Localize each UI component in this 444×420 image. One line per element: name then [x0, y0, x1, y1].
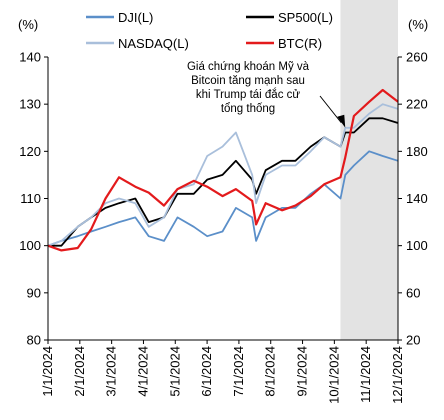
- right-tick-label: 20: [406, 333, 420, 348]
- x-tick-label: 3/1/2024: [104, 346, 119, 397]
- legend-label-2: NASDAQ(L): [118, 36, 189, 51]
- annotation-line-1: Bitcoin tăng mạnh sau: [191, 75, 305, 87]
- right-tick-label: 140: [406, 191, 428, 206]
- x-tick-label: 10/1/2024: [326, 346, 341, 404]
- x-tick-label: 11/1/2024: [358, 346, 373, 403]
- left-axis-label: (%): [18, 17, 38, 32]
- right-tick-label: 220: [406, 97, 428, 112]
- annotation-arrow-line: [319, 95, 342, 124]
- x-tick-label: 5/1/2024: [167, 346, 182, 397]
- annotation-arrow-head: [337, 114, 346, 128]
- x-tick-label: 2/1/2024: [72, 346, 87, 397]
- x-tick-label: 12/1/2024: [390, 346, 405, 404]
- series-line-2: [47, 103, 399, 247]
- right-axis-label: (%): [408, 17, 428, 32]
- x-axis: 1/1/2024 2/1/2024 3/1/2024 4/1/2024 5/1/2024…: [40, 340, 405, 404]
- legend-label-0: DJI(L): [118, 10, 153, 25]
- left-tick-label: 140: [19, 50, 41, 65]
- right-tick-label: 60: [406, 285, 420, 300]
- series-layer: [47, 88, 399, 252]
- x-tick-label: 6/1/2024: [199, 346, 214, 397]
- x-tick-label: 7/1/2024: [231, 346, 246, 397]
- x-tick-label: 4/1/2024: [135, 346, 150, 397]
- left-tick-label: 110: [20, 191, 41, 206]
- left-axis: 80 90 100 110 120 130 140: [19, 50, 48, 348]
- legend-label-3: BTC(R): [278, 36, 322, 51]
- series-line-0: [47, 150, 399, 247]
- right-tick-label: 260: [406, 50, 428, 65]
- left-tick-label: 100: [19, 238, 41, 253]
- annotation-line-2: khi Trump tái đắc cử: [196, 88, 301, 101]
- annotation: Giá chứng khoán Mỹ và Bitcoin tăng mạnh s…: [187, 61, 346, 128]
- legend: DJI(L) SP500(L) NASDAQ(L) BTC(R): [86, 10, 333, 51]
- left-tick-label: 130: [19, 97, 41, 112]
- right-axis: 20 60 100 140 180 220 260: [398, 50, 428, 348]
- x-tick-label: 9/1/2024: [295, 346, 310, 397]
- legend-label-1: SP500(L): [278, 10, 333, 25]
- right-tick-label: 100: [406, 238, 428, 253]
- left-tick-label: 90: [27, 285, 41, 300]
- x-tick-label: 1/1/2024: [40, 346, 55, 397]
- left-tick-label: 80: [27, 333, 41, 348]
- annotation-line-3: tổng thống: [221, 103, 275, 115]
- annotation-line-0: Giá chứng khoán Mỹ và: [187, 61, 310, 73]
- x-tick-label: 8/1/2024: [263, 346, 278, 397]
- left-tick-label: 120: [19, 144, 41, 159]
- series-line-3: [47, 88, 399, 252]
- right-tick-label: 180: [406, 144, 428, 159]
